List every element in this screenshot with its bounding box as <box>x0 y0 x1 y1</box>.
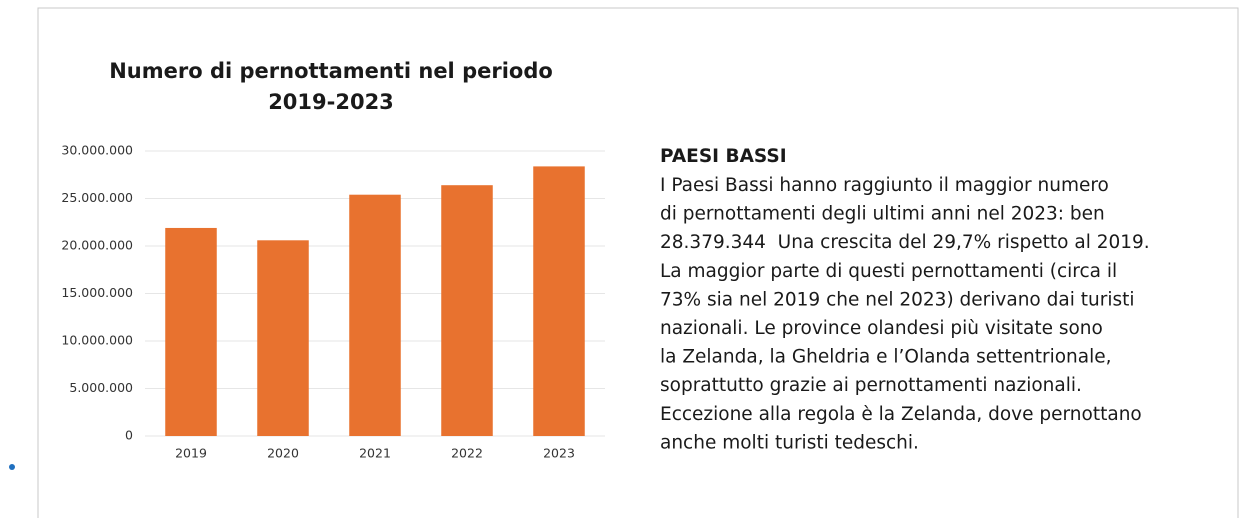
paragraph-line: La maggior parte di questi pernottamenti… <box>660 261 1117 282</box>
paragraph-line: nazionali. Le province olandesi più visi… <box>660 318 1103 339</box>
bar <box>165 227 217 436</box>
x-tick-label: 2022 <box>451 446 483 461</box>
paragraph-line: anche molti turisti tedeschi. <box>660 432 919 453</box>
y-tick-label: 10.000.000 <box>61 333 133 348</box>
bar <box>441 185 493 436</box>
y-tick-label: 15.000.000 <box>61 285 133 300</box>
x-tick-label: 2019 <box>175 446 207 461</box>
paragraph-line: 73% sia nel 2019 che nel 2023) derivano … <box>660 289 1135 310</box>
y-tick-label: 30.000.000 <box>61 143 133 158</box>
bar <box>349 194 401 436</box>
heading: PAESI BASSI <box>660 146 787 167</box>
x-tick-label: 2023 <box>543 446 575 461</box>
paragraph-line: di pernottamenti degli ultimi anni nel 2… <box>660 204 1105 225</box>
y-tick-label: 5.000.000 <box>69 380 133 395</box>
frame <box>37 7 1239 518</box>
bar <box>533 166 585 436</box>
y-tick-label: 25.000.000 <box>61 190 133 205</box>
x-tick-label: 2020 <box>267 446 299 461</box>
paragraph-line: soprattutto grazie ai pernottamenti nazi… <box>660 375 1082 396</box>
paragraph-line: I Paesi Bassi hanno raggiunto il maggior… <box>660 175 1109 196</box>
bullet <box>9 464 15 470</box>
chart-title: Numero di pernottamenti nel periodo <box>109 59 553 83</box>
chart-title: 2019-2023 <box>268 90 394 114</box>
paragraph-line: Eccezione alla regola è la Zelanda, dove… <box>660 404 1142 425</box>
y-tick-label: 0 <box>125 428 133 443</box>
bar <box>257 240 309 436</box>
x-tick-label: 2021 <box>359 446 391 461</box>
paragraph-line: la Zelanda, la Gheldria e l’Olanda sette… <box>660 347 1112 368</box>
paragraph-line: 28.379.344 Una crescita del 29,7% rispet… <box>660 232 1150 253</box>
y-tick-label: 20.000.000 <box>61 238 133 253</box>
